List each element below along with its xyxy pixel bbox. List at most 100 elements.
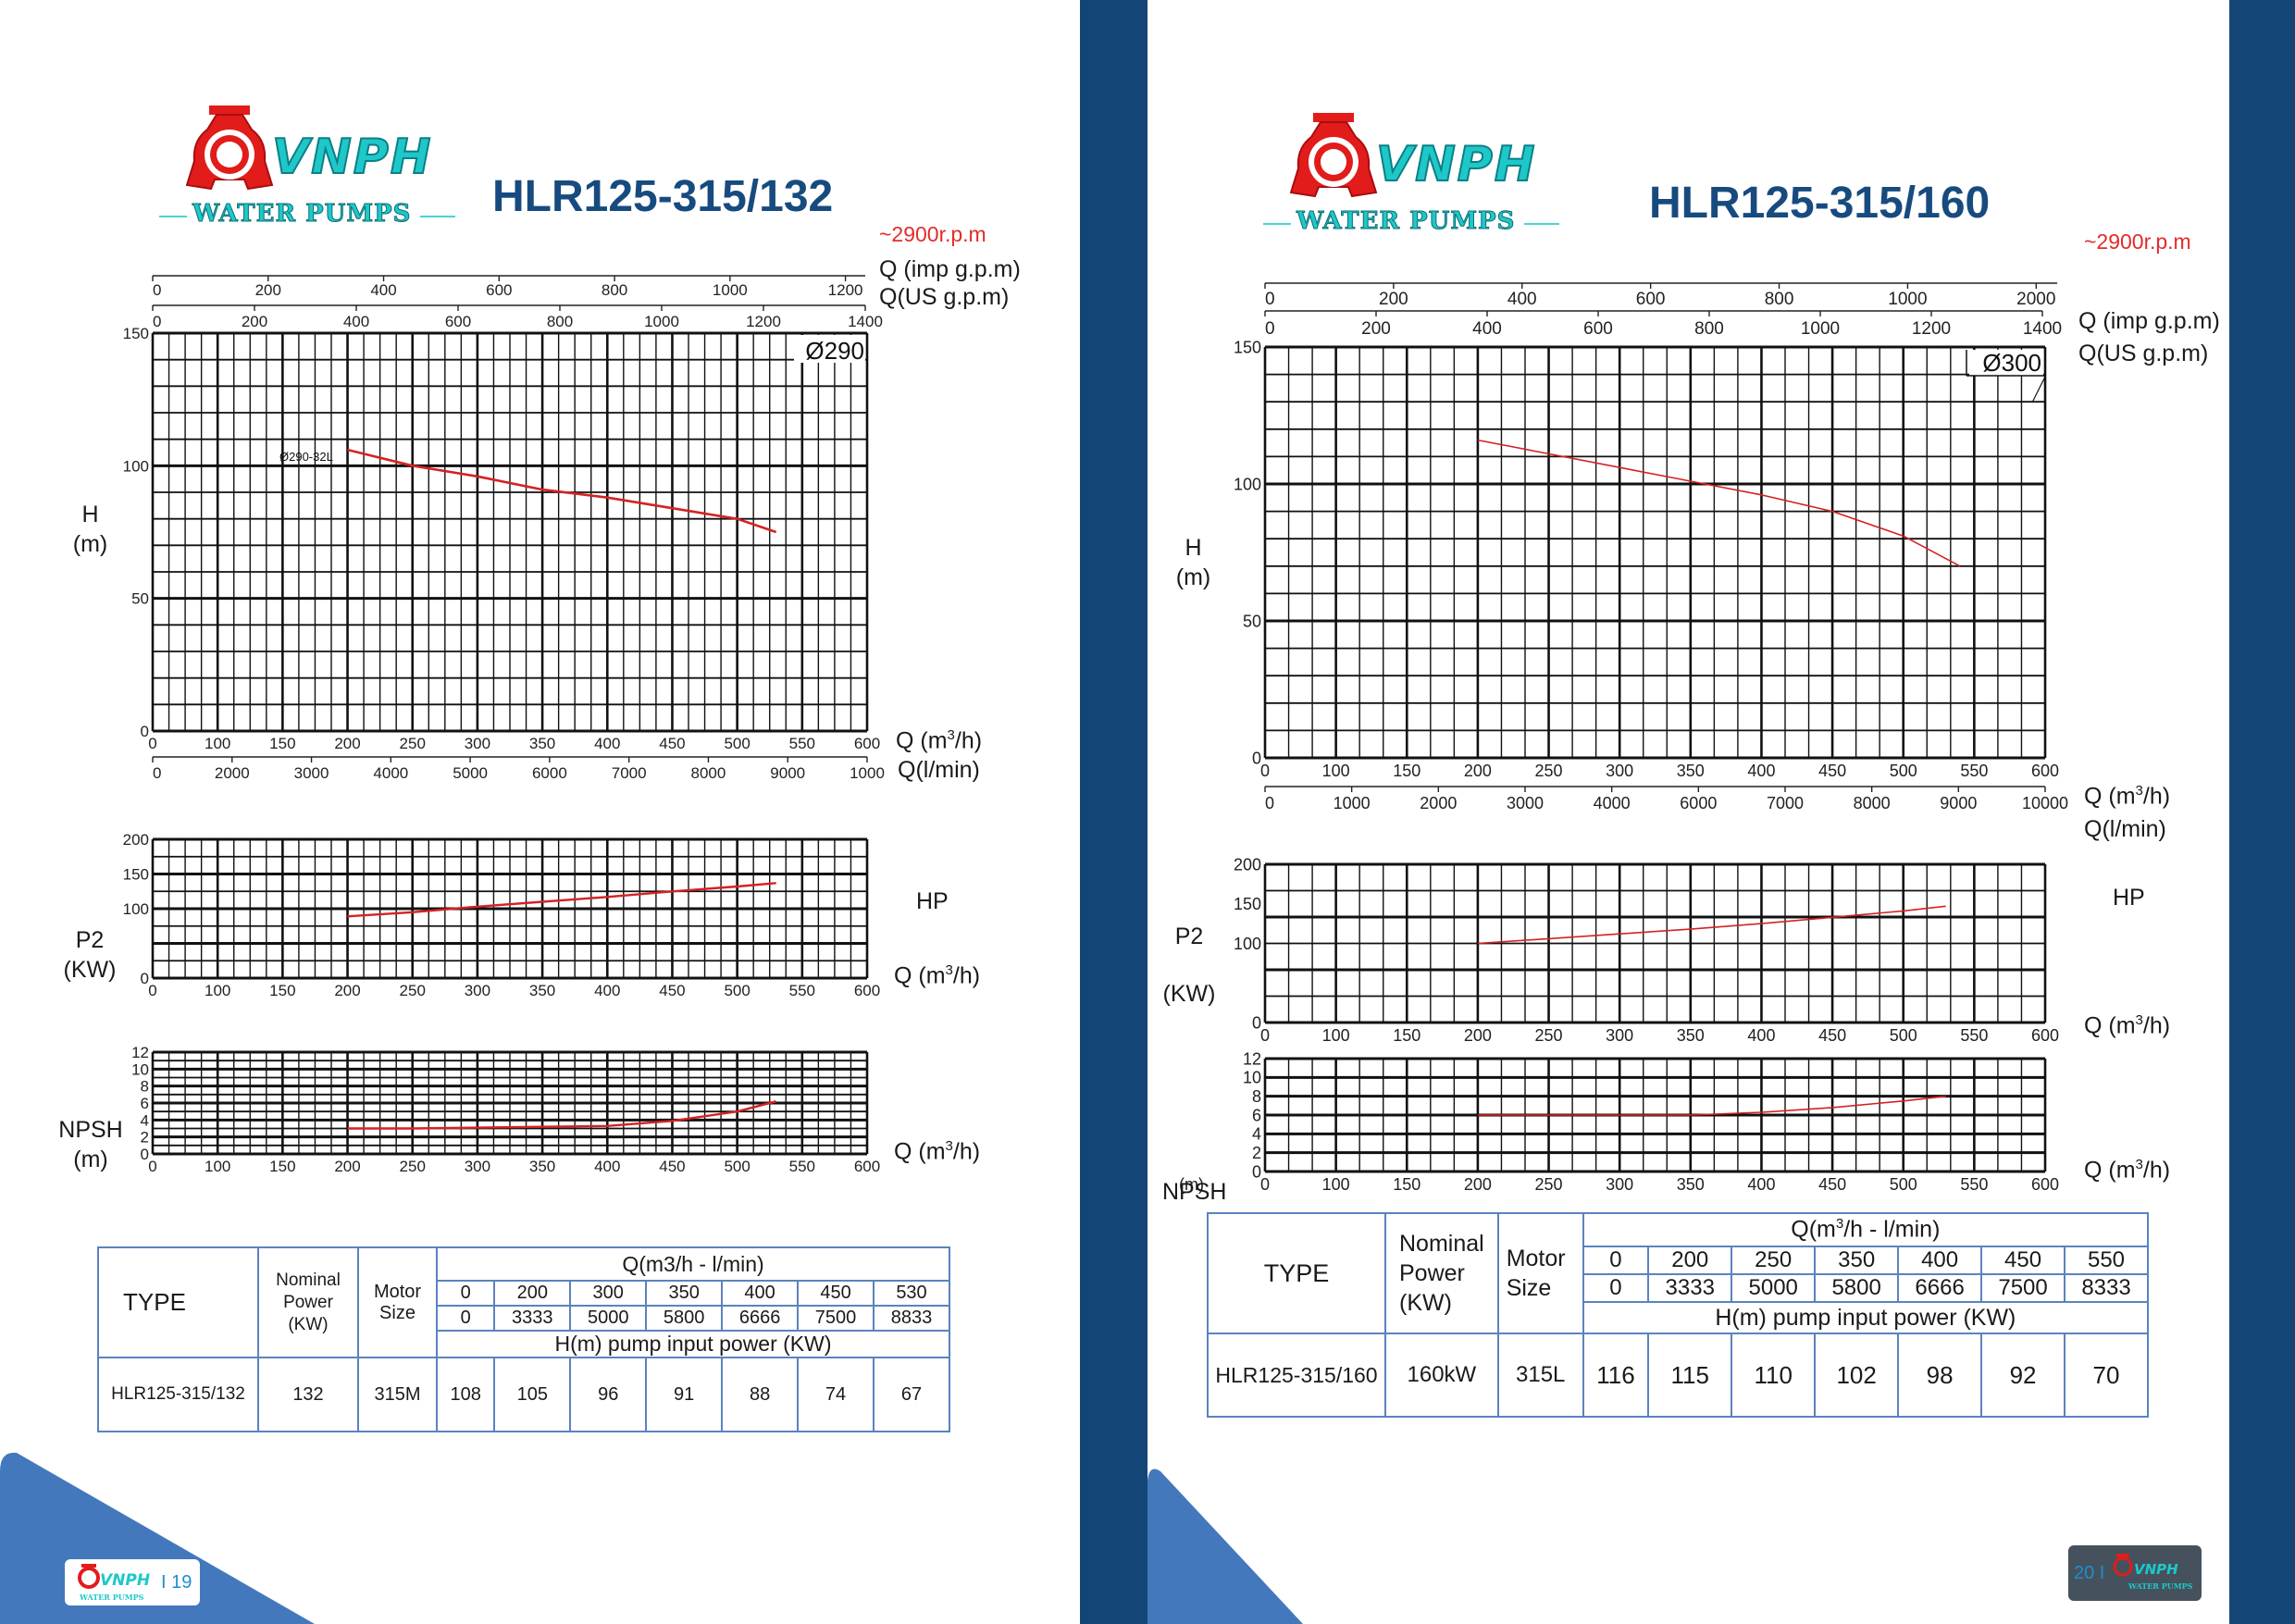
q-m3h-row: 0 200 300 350 400 450 530 [98,1280,950,1307]
svg-text:6000: 6000 [532,764,567,782]
svg-text:400: 400 [1747,1026,1775,1045]
imp-gpm-label: Q (imp g.p.m) [2078,308,2220,334]
svg-text:Ø290-32L: Ø290-32L [279,450,333,464]
q-lmin-cell: 5000 [569,1305,648,1332]
svg-text:100: 100 [205,735,230,752]
svg-text:6: 6 [141,1095,149,1112]
q-m3h-cell: 0 [435,1280,496,1307]
svg-text:400: 400 [343,313,369,330]
svg-text:450: 450 [659,982,685,999]
q-lmin-label: Q(l/min) [898,757,980,783]
svg-text:6: 6 [1252,1106,1261,1124]
svg-text:0: 0 [141,970,149,987]
svg-text:50: 50 [1243,612,1261,630]
svg-text:150: 150 [1234,895,1261,913]
svg-text:150: 150 [1393,1026,1420,1045]
svg-text:250: 250 [1535,1175,1563,1194]
svg-text:550: 550 [1960,1026,1988,1045]
svg-text:12: 12 [131,1044,149,1061]
svg-text:12: 12 [1243,1049,1261,1068]
svg-text:350: 350 [529,1158,555,1175]
type-cell: HLR125-315/160 [1207,1333,1386,1418]
svg-text:100: 100 [123,900,149,918]
svg-text:100: 100 [1322,1026,1350,1045]
svg-text:Ø300: Ø300 [1982,349,2041,377]
brand-logo: VNPH WATER PUMPS [1263,111,1559,236]
svg-text:500: 500 [1890,1026,1917,1045]
q-m3h-cell: 300 [569,1280,648,1307]
p2-q-label: Q (m3/h) [894,962,981,989]
q-m3h-cell: 450 [797,1280,875,1307]
q-lmin-cell: 3333 [493,1305,572,1332]
head-cell: 67 [873,1357,950,1432]
head-chart: 0 50 100 150 0 100 150 200 250 300 350 400 450 500 550… [1234,338,2068,812]
q-m3h-cell: 400 [721,1280,800,1307]
logo-word: VNPH [1375,136,1537,193]
q-m3h-cell: 200 [493,1280,572,1307]
q-m3h-cell: 250 [1731,1246,1817,1275]
svg-text:100: 100 [1234,475,1261,493]
p2-axis-label: P2 (KW) [1162,924,1216,1007]
svg-text:5000: 5000 [453,764,488,782]
q-lmin-row: 0 3333 5000 5800 6666 7500 8833 [98,1305,950,1332]
head-cell: 105 [493,1357,572,1432]
head-cell: 92 [1980,1333,2066,1418]
motor-header: Motor Size [357,1246,438,1358]
q-m3h-label: Q (m3/h) [896,727,983,754]
svg-text:8000: 8000 [691,764,726,782]
svg-text:6000: 6000 [1680,794,1717,812]
svg-text:200: 200 [242,313,267,330]
brand-logo: VNPH WATER PUMPS [159,104,455,229]
q-lmin-cell: 5800 [1814,1273,1900,1303]
svg-text:1200: 1200 [828,281,863,299]
svg-text:550: 550 [789,1158,815,1175]
power-header: Nominal Power (KW) [1384,1212,1499,1334]
svg-text:100: 100 [1322,1175,1350,1194]
mini-logo-icon: VNPH WATER PUMPS [2113,1554,2193,1591]
svg-text:0: 0 [1252,749,1261,767]
svg-text:150: 150 [123,325,149,342]
svg-text:600: 600 [2031,1026,2059,1045]
svg-text:250: 250 [1535,762,1563,780]
svg-text:200: 200 [1234,855,1261,874]
svg-text:400: 400 [594,735,620,752]
logo-line-left [1263,223,1291,225]
svg-text:150: 150 [1234,338,1261,356]
svg-text:10: 10 [1243,1069,1261,1087]
svg-text:400: 400 [1747,762,1775,780]
q-header: Q(m3/h - l/min) [436,1246,950,1282]
svg-text:200: 200 [334,735,360,752]
hp-label: HP [916,888,949,914]
type-header: TYPE [97,1246,259,1358]
svg-text:3000: 3000 [294,764,329,782]
svg-text:10000: 10000 [2022,794,2068,812]
gpm-axes: 0 200 400 600 800 1000 2000 0 200 400 600 800 1000 12… [1264,282,2062,339]
logo-subtitle: WATER PUMPS [192,200,412,229]
head-cell: 74 [797,1357,875,1432]
table-row: HLR125-315/160 160kW 315L 116 115 110 102 98 92 7… [1207,1333,2149,1418]
svg-text:550: 550 [789,735,815,752]
svg-text:500: 500 [724,982,750,999]
svg-text:300: 300 [1606,1175,1633,1194]
svg-text:250: 250 [1535,1026,1563,1045]
q-m3h-label: Q (m3/h) [2084,783,2171,810]
svg-text:200: 200 [1361,319,1391,339]
q-lmin-cell: 7500 [1980,1273,2066,1303]
imp-gpm-label: Q (imp g.p.m) [879,256,1021,282]
svg-text:800: 800 [1765,290,1794,309]
q-lmin-cell: 5800 [645,1305,724,1332]
q-lmin-cell: 3333 [1647,1273,1733,1303]
type-header: TYPE [1207,1212,1386,1334]
svg-text:9000: 9000 [770,764,805,782]
svg-text:150: 150 [1393,762,1420,780]
right-corner-triangle [1148,1469,1303,1624]
svg-text:600: 600 [854,1158,880,1175]
page-number-badge: 20 I VNPH WATER PUMPS [2068,1545,2202,1601]
svg-text:450: 450 [1818,1026,1846,1045]
q-lmin-cell: 6666 [721,1305,800,1332]
q-m3h-cell: 200 [1647,1246,1733,1275]
svg-text:150: 150 [269,1158,295,1175]
q-m3h-row: 0 200 250 350 400 450 550 [1208,1246,2149,1275]
svg-text:600: 600 [2031,1175,2059,1194]
type-cell: HLR125-315/132 [97,1357,259,1432]
